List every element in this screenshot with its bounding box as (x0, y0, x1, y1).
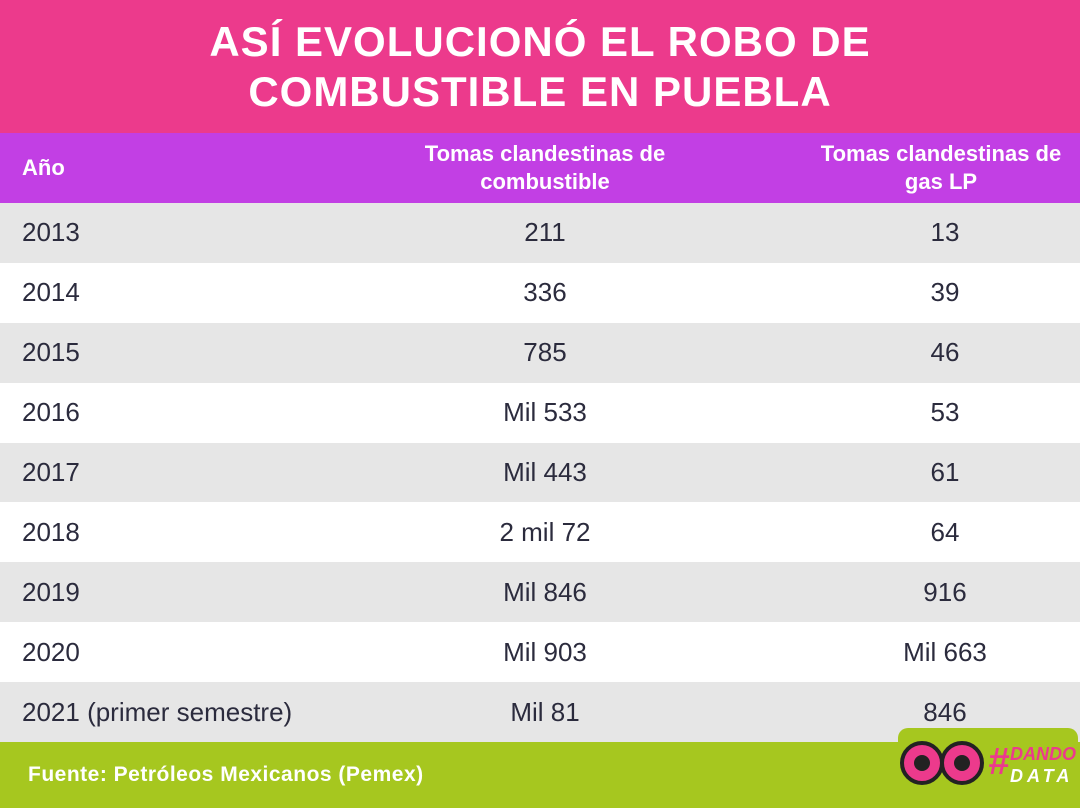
table-row: 2014 336 39 (0, 263, 1080, 323)
table-header: Año Tomas clandestinas de combustible To… (0, 133, 1080, 203)
column-header: Tomas clandestinas de gas LP (820, 141, 1062, 194)
table-cell: 2017 (22, 457, 80, 487)
table-cell: 2020 (22, 636, 80, 667)
table-cell: 53 (930, 397, 960, 428)
table-row: 2021 (primer semestre) Mil 81 846 (0, 682, 1080, 743)
table-row: 2020 Mil 903 Mil 663 (0, 622, 1080, 682)
table-row: 2018 2 mil 72 64 (0, 502, 1080, 562)
table-cell: 2016 (22, 397, 80, 428)
table-row: 2013 211 13 (0, 203, 1080, 263)
table-cell: Mil 533 (503, 397, 587, 428)
title: ASÍ EVOLUCIONÓ EL ROBO DE COMBUSTIBLE EN… (209, 17, 871, 115)
table-cell: 846 (923, 696, 967, 727)
table-cell: Mil 903 (503, 636, 587, 667)
table-cell: 2013 (22, 217, 80, 248)
table-cell: 336 (523, 277, 567, 308)
logo-pupil (954, 755, 970, 771)
table-row: 2015 785 46 (0, 322, 1080, 383)
table-row: 2019 Mil 846 916 (0, 562, 1080, 623)
table-body: 2013 211 13 2014 336 39 2015 785 46 2016 Mil 533 53… (0, 203, 1080, 743)
table-cell: 2015 (22, 337, 80, 368)
table-cell: Mil 81 (510, 696, 580, 727)
table-cell: 2021 (primer semestre) (22, 696, 293, 727)
logo-text: DANDO (1010, 744, 1076, 764)
table-cell: 2018 (22, 516, 80, 547)
table-cell: 2 mil 72 (499, 516, 591, 547)
column-header: Tomas clandestinas de combustible (424, 141, 666, 194)
table-cell: Mil 663 (903, 636, 987, 667)
column-header: Año (22, 155, 65, 180)
table-cell: 785 (523, 337, 567, 368)
table-cell: 211 (524, 217, 566, 248)
logo-hash: # (988, 741, 1010, 783)
table-cell: 2019 (22, 576, 80, 607)
table-cell: 61 (930, 457, 960, 487)
table-cell: Mil 443 (503, 457, 587, 487)
logo-pupil (914, 755, 930, 771)
table-cell: 46 (930, 337, 960, 368)
table-cell: Mil 846 (503, 576, 587, 607)
table-row: 2017 Mil 443 61 (0, 442, 1080, 503)
title-band: ASÍ EVOLUCIONÓ EL ROBO DE COMBUSTIBLE EN… (0, 0, 1080, 133)
table-cell: 39 (930, 277, 960, 308)
logo: # DANDO DATA (898, 728, 1078, 808)
table-cell: 13 (930, 217, 960, 248)
table-cell: 2014 (22, 277, 80, 308)
logo-bg (898, 728, 1078, 808)
footer: Fuente: Petróleos Mexicanos (Pemex) # DA… (0, 728, 1080, 808)
source: Fuente: Petróleos Mexicanos (Pemex) (28, 763, 424, 786)
table-row: 2016 Mil 533 53 (0, 383, 1080, 443)
table-cell: 64 (930, 516, 960, 547)
logo-text: DATA (1010, 766, 1073, 786)
table-cell: 916 (923, 576, 967, 607)
